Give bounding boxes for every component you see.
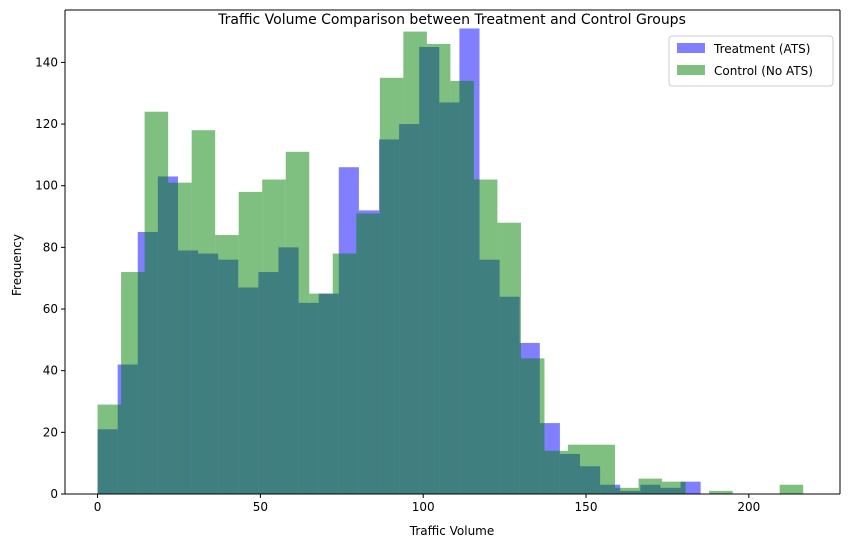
legend-swatch: [677, 65, 705, 75]
control-bar: [544, 450, 568, 494]
control-bar: [662, 481, 686, 494]
control-bar: [379, 77, 404, 494]
x-tick-label: 200: [737, 500, 760, 514]
legend-box: [668, 35, 834, 87]
legend-label: Treatment (ATS): [713, 42, 810, 56]
control-bar: [215, 235, 239, 494]
legend: Treatment (ATS) Control (No ATS): [668, 35, 834, 87]
control-bar: [403, 31, 427, 494]
control-bar: [779, 484, 804, 494]
y-tick-label: 60: [43, 302, 58, 316]
control-bar: [356, 213, 380, 494]
y-tick-label: 120: [35, 117, 58, 131]
control-bar: [168, 182, 192, 494]
control-bar: [191, 130, 216, 494]
y-tick-label: 40: [43, 364, 58, 378]
control-bar: [473, 179, 498, 494]
control-bar: [426, 43, 451, 494]
control-bar: [450, 80, 474, 495]
chart-title: Traffic Volume Comparison between Treatm…: [217, 12, 686, 28]
y-tick-label: 80: [43, 240, 58, 254]
y-tick-label: 20: [43, 425, 58, 439]
y-tick-label: 140: [35, 55, 58, 69]
control-bar: [520, 358, 545, 494]
control-bar: [238, 191, 263, 494]
legend-swatch: [677, 43, 705, 53]
control-bar: [497, 222, 521, 494]
x-tick-label: 0: [94, 500, 102, 514]
x-tick-label: 50: [253, 500, 268, 514]
x-tick-label: 100: [412, 500, 435, 514]
legend-label: Control (No ATS): [714, 64, 813, 78]
control-bar: [709, 490, 733, 494]
x-axis-label: Traffic Volume: [409, 524, 495, 538]
x-tick-label: 150: [575, 500, 598, 514]
control-bar: [262, 179, 286, 494]
control-bar: [97, 404, 122, 494]
control-bar: [144, 111, 169, 494]
control-bar: [615, 487, 639, 494]
control-bar: [285, 151, 310, 495]
control-bar: [638, 478, 663, 494]
control-bar: [121, 272, 145, 494]
control-bar: [309, 293, 333, 494]
y-tick-label: 0: [50, 487, 58, 501]
y-axis-label: Frequency: [10, 234, 24, 296]
control-bar: [332, 253, 357, 494]
y-tick-label: 100: [35, 179, 58, 193]
control-bar: [591, 444, 616, 494]
control-bar: [567, 444, 592, 494]
